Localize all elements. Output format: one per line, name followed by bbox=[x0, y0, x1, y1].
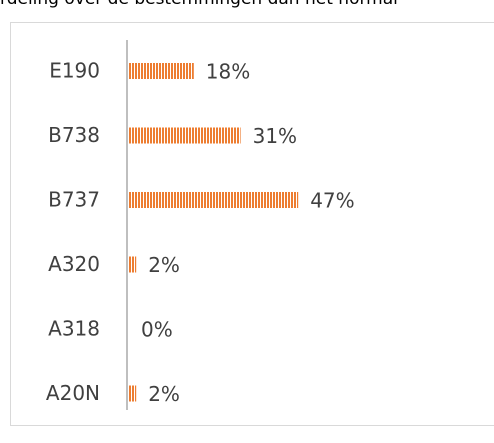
category-label: B738 bbox=[48, 123, 100, 147]
category-label: A320 bbox=[48, 252, 100, 276]
category-label: E190 bbox=[49, 59, 100, 83]
bar bbox=[129, 63, 194, 79]
caption: rdeling over de bestemmingen dan het nor… bbox=[0, 0, 398, 9]
bar bbox=[129, 385, 137, 402]
bar bbox=[129, 192, 299, 208]
value-label: 0% bbox=[141, 318, 173, 342]
bar bbox=[129, 256, 137, 273]
category-label: A318 bbox=[48, 317, 100, 341]
category-label: B737 bbox=[48, 188, 100, 212]
value-label: 31% bbox=[253, 124, 297, 148]
value-label: 18% bbox=[206, 60, 250, 84]
value-label: 2% bbox=[148, 253, 180, 277]
bar bbox=[129, 127, 241, 144]
chart-border bbox=[10, 22, 494, 426]
value-label: 47% bbox=[310, 189, 354, 213]
value-label: 2% bbox=[148, 382, 180, 406]
category-label: A20N bbox=[46, 381, 100, 405]
